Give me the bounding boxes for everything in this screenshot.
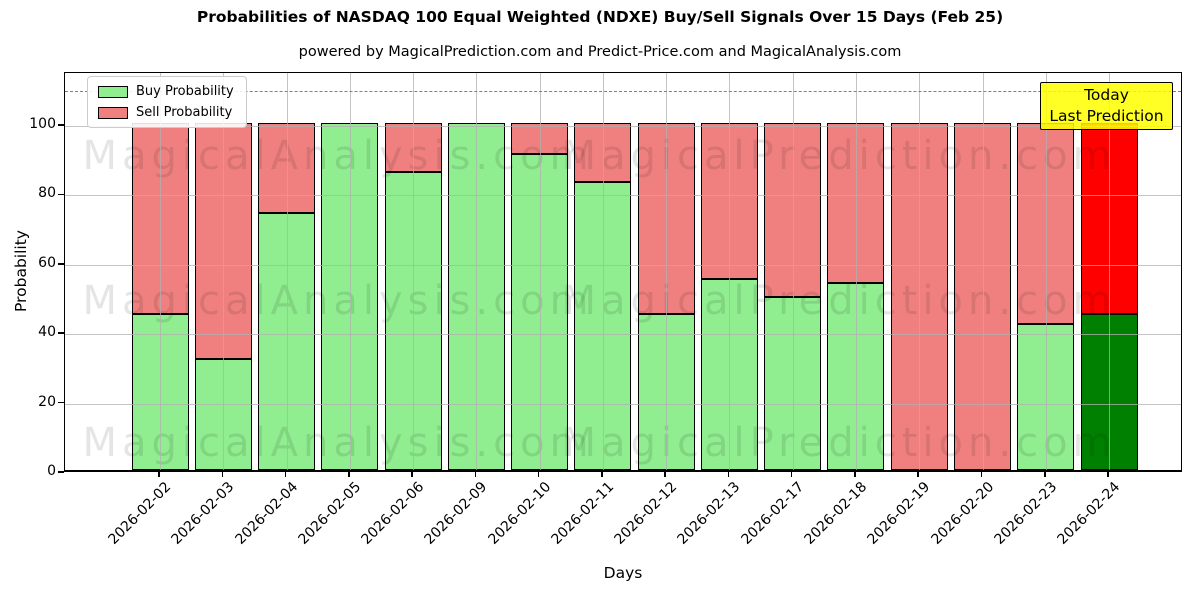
x-tick-mark <box>854 472 856 477</box>
legend-label-sell: Sell Probability <box>136 105 233 120</box>
legend-item-sell: Sell Probability <box>98 105 236 120</box>
x-tick-mark <box>158 472 160 477</box>
vertical-gridline <box>982 73 984 470</box>
buy-color-swatch <box>98 85 128 98</box>
x-tick-mark <box>980 472 983 477</box>
horizontal-gridline <box>65 264 1181 266</box>
x-tick-mark <box>727 472 730 477</box>
vertical-gridline <box>1109 73 1111 470</box>
chart-legend: Buy Probability Sell Probability <box>87 76 247 128</box>
y-tick-mark <box>58 124 64 126</box>
x-tick-mark <box>1107 472 1109 477</box>
x-tick-mark <box>221 472 224 477</box>
x-tick-mark <box>474 472 477 477</box>
legend-item-buy: Buy Probability <box>98 84 236 99</box>
today-annotation-line1: Today <box>1084 86 1129 104</box>
vertical-gridline <box>729 73 731 470</box>
chart-title: Probabilities of NASDAQ 100 Equal Weight… <box>196 8 1004 26</box>
horizontal-gridline <box>65 403 1181 405</box>
y-tick-mark <box>58 401 64 404</box>
dashed-threshold-line <box>65 91 1181 93</box>
vertical-gridline <box>476 73 478 470</box>
watermark-right: MagicalPrediction.com <box>561 278 1117 324</box>
vertical-gridline <box>1045 73 1047 470</box>
vertical-gridline <box>413 73 415 470</box>
x-tick-mark <box>601 472 603 477</box>
vertical-gridline <box>666 73 668 470</box>
y-tick-label: 40 <box>38 324 56 341</box>
x-tick-mark <box>411 472 413 477</box>
today-annotation: Today Last Prediction <box>1040 82 1173 130</box>
y-tick-label: 20 <box>38 393 56 410</box>
today-annotation-line2: Last Prediction <box>1049 107 1164 125</box>
horizontal-gridline <box>65 126 1181 128</box>
y-tick-mark <box>58 332 64 334</box>
x-tick-mark <box>537 472 540 477</box>
vertical-gridline <box>349 73 351 470</box>
x-tick-mark <box>917 472 919 477</box>
x-tick-mark <box>1044 472 1046 477</box>
x-tick-mark <box>348 472 350 477</box>
x-axis-label: Days <box>603 564 643 582</box>
watermark-left: MagicalAnalysis.com <box>82 133 594 179</box>
vertical-gridline <box>539 73 541 470</box>
sell-color-swatch <box>98 106 128 119</box>
plot-area: Buy Probability Sell Probability Today L… <box>64 72 1182 472</box>
vertical-gridline <box>160 73 161 470</box>
horizontal-gridline <box>65 195 1181 197</box>
vertical-gridline <box>855 73 857 470</box>
watermark-right: MagicalPrediction.com <box>561 133 1117 179</box>
watermark-left: MagicalAnalysis.com <box>82 278 594 324</box>
vertical-gridline <box>602 73 604 470</box>
watermark-left: MagicalAnalysis.com <box>82 420 594 466</box>
y-tick-label: 80 <box>38 185 56 202</box>
y-tick-label: 0 <box>47 463 56 479</box>
y-tick-mark <box>58 263 64 265</box>
y-axis-label: Probability <box>12 230 30 312</box>
legend-label-buy: Buy Probability <box>136 84 234 99</box>
x-tick-mark <box>790 472 793 477</box>
y-tick-mark <box>58 471 64 473</box>
y-tick-label: 60 <box>38 254 56 271</box>
horizontal-gridline <box>65 334 1181 336</box>
y-tick-mark <box>58 193 64 196</box>
x-tick-mark <box>664 472 666 477</box>
vertical-gridline <box>223 73 225 470</box>
chart-subtitle: powered by MagicalPrediction.com and Pre… <box>298 44 902 60</box>
y-tick-label: 100 <box>29 116 56 133</box>
x-tick-mark <box>284 472 287 477</box>
vertical-gridline <box>792 73 794 470</box>
vertical-gridline <box>919 73 921 470</box>
watermark-right: MagicalPrediction.com <box>561 420 1117 466</box>
vertical-gridline <box>286 73 288 470</box>
